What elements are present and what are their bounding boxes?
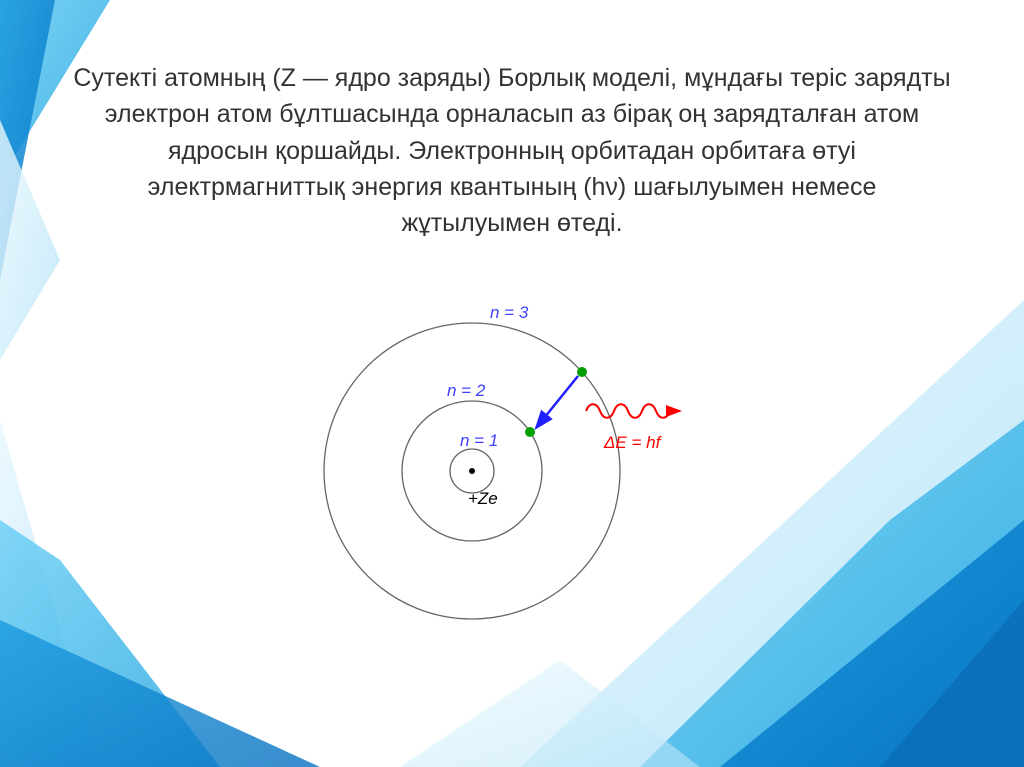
- nucleus: [469, 468, 475, 474]
- orbit-label: n = 1: [460, 431, 498, 450]
- orbit-label: n = 2: [447, 381, 486, 400]
- electron: [577, 367, 587, 377]
- orbit-label: n = 3: [490, 303, 529, 322]
- photon-label: ΔE = hf: [603, 433, 663, 452]
- electron: [525, 427, 535, 437]
- nucleus-label: +Ze: [468, 489, 498, 508]
- photon-wave: [586, 405, 680, 419]
- description-text: Сутекті атомның (Z — ядро заряды) Борлық…: [70, 60, 954, 241]
- bohr-diagram: n = 1 n = 2 n = 3 +Ze ΔE = hf: [262, 276, 762, 636]
- transition-arrow: [536, 376, 578, 428]
